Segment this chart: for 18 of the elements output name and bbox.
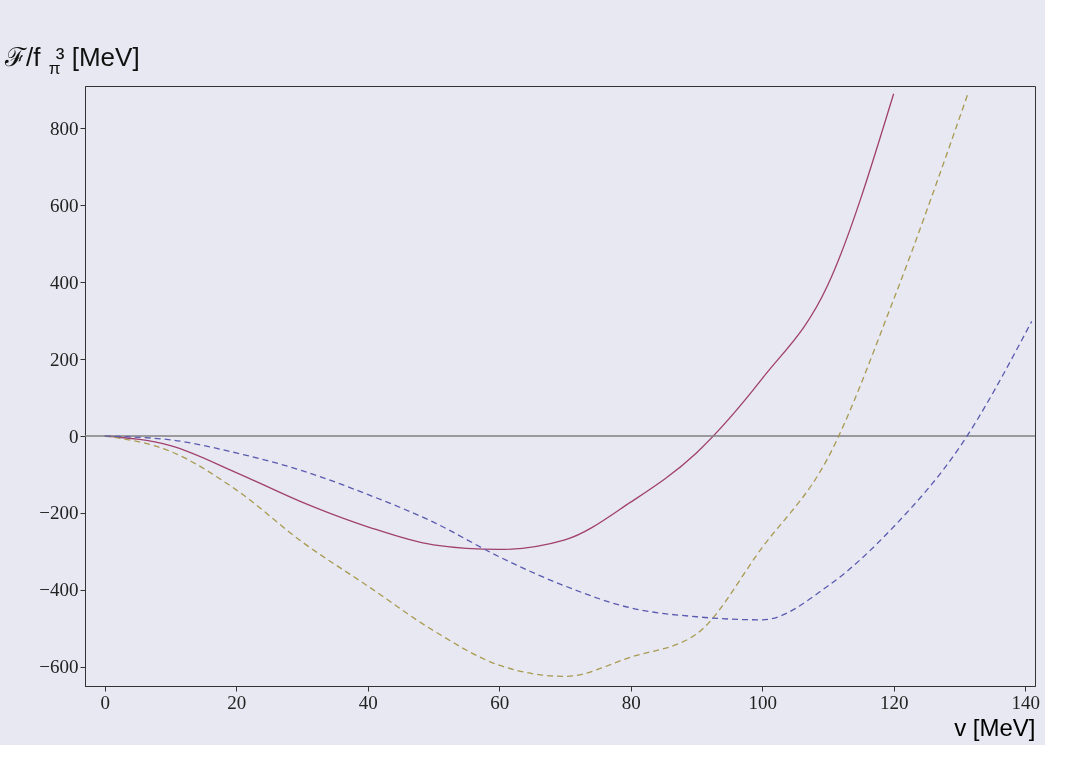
x-tick-label: 40 <box>358 691 378 713</box>
y-tick-label: 600 <box>50 194 79 216</box>
y-tick-label: −600 <box>39 656 79 678</box>
x-axis-title: v [MeV] <box>954 713 1036 741</box>
x-tick-label: 80 <box>621 691 641 713</box>
y-tick-label: 800 <box>50 117 79 139</box>
y-tick-label: −200 <box>39 502 79 524</box>
x-tick-label: 20 <box>227 691 247 713</box>
x-tick-label: 0 <box>100 691 110 713</box>
x-tick-label: 60 <box>490 691 510 713</box>
x-tick-label: 140 <box>1011 691 1040 713</box>
y-tick-label: 0 <box>69 425 79 447</box>
x-tick-label: 100 <box>748 691 777 713</box>
x-tick-label: 120 <box>879 691 909 713</box>
y-tick-label: 400 <box>50 271 79 293</box>
line-series <box>104 320 1033 621</box>
y-tick-label: −400 <box>39 579 79 601</box>
y-tick-label: 200 <box>50 348 79 370</box>
